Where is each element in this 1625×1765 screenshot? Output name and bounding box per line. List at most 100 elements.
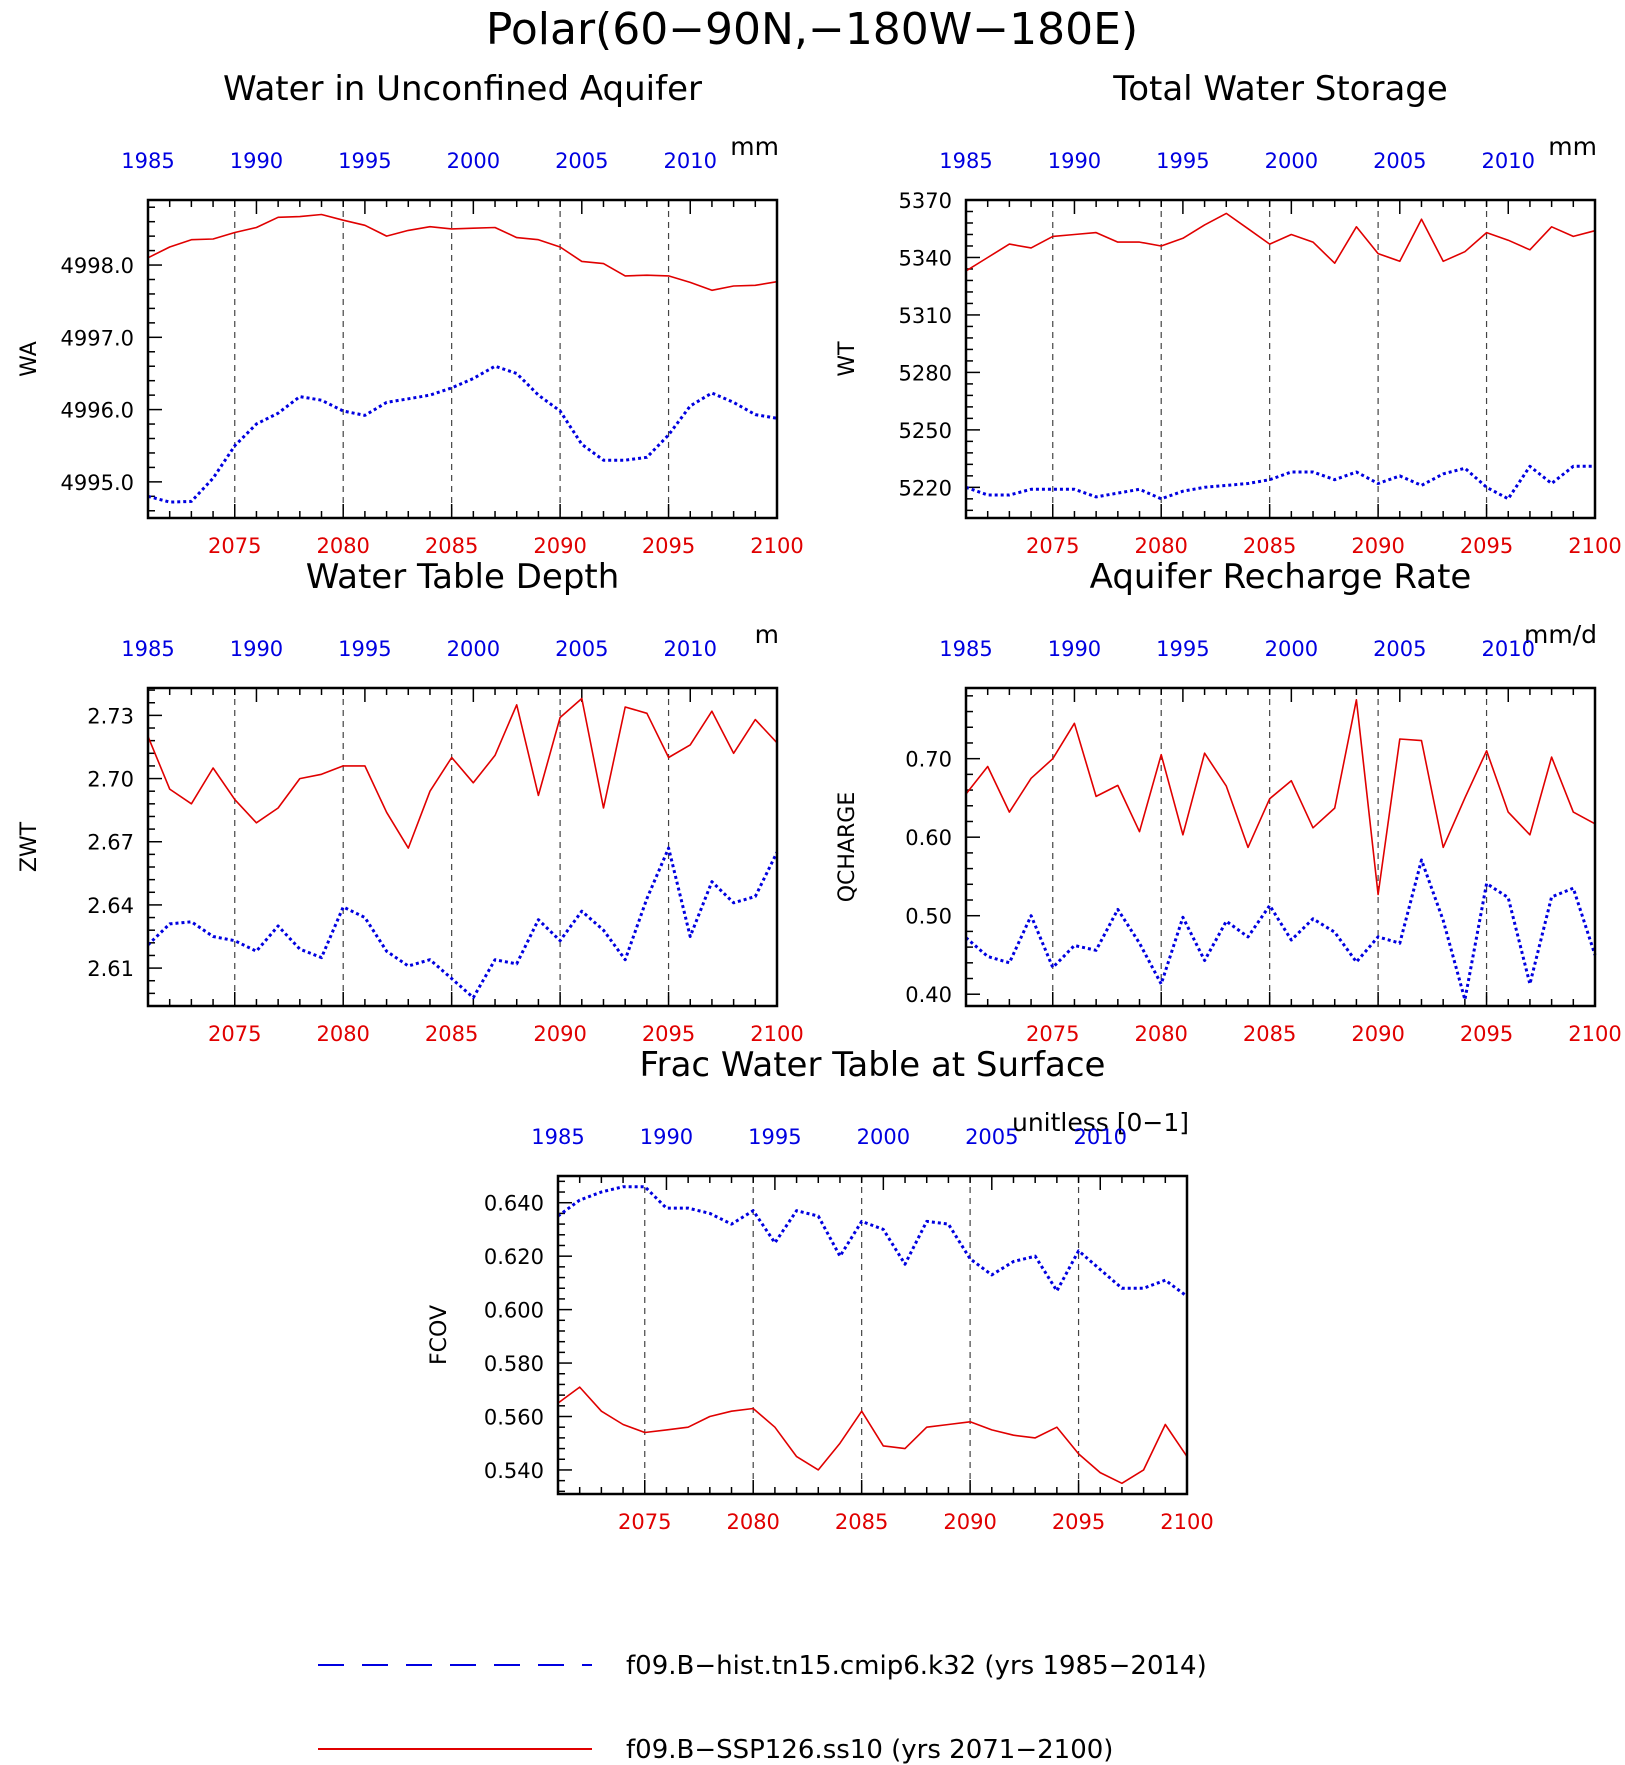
x-tick-label: 2090 — [943, 1510, 996, 1534]
x-top-tick-label: 2000 — [857, 1125, 910, 1149]
y-tick-label: 5280 — [899, 361, 952, 385]
panel-water-table-depth: Water Table Depth m 2075 2080 2085 2090 2095 21… — [17, 557, 804, 1046]
y-tick-label: 0.560 — [484, 1406, 544, 1430]
series-hist-line — [146, 846, 779, 1000]
panel-total-water-storage: Total Water Storage mm 2075 2080 2085 2090 209… — [835, 69, 1622, 558]
series-ssp-line — [965, 698, 1596, 896]
x-tick-label: 2075 — [208, 1022, 261, 1046]
series-hist-line — [147, 364, 778, 504]
x-top-tick-label: 1995 — [1156, 149, 1209, 173]
x-tick-label: 2075 — [618, 1510, 671, 1534]
x-tick-label: 2095 — [642, 534, 695, 558]
figure-title: Polar(60−90N,−180W−180E) — [486, 4, 1138, 55]
y-tick-label: 5340 — [899, 246, 952, 270]
series-ssp-line — [557, 1386, 1188, 1485]
plot-frame — [964, 686, 1597, 1008]
y-tick-label: 4995.0 — [61, 471, 134, 495]
x-top-tick-label: 1990 — [230, 637, 283, 661]
x-tick-label: 2095 — [1460, 1022, 1513, 1046]
x-top-tick-label: 1985 — [121, 637, 174, 661]
x-tick-label: 2085 — [425, 534, 478, 558]
x-tick-label: 2090 — [1351, 1022, 1404, 1046]
x-tick-label: 2075 — [1026, 1022, 1079, 1046]
x-tick-label: 2090 — [1351, 534, 1404, 558]
legend-label-ssp: f09.B−SSP126.ss10 (yrs 2071−2100) — [626, 1735, 1113, 1765]
x-top-tick-label: 1990 — [1048, 149, 1101, 173]
series-hist-line — [965, 464, 1595, 501]
x-top-tick-label: 2000 — [447, 637, 500, 661]
y-tick-label: 2.70 — [87, 768, 134, 792]
plot-frame — [964, 198, 1597, 520]
x-tick-label: 2075 — [208, 534, 261, 558]
x-tick-label: 2100 — [1568, 1022, 1621, 1046]
x-top-tick-label: 2000 — [1265, 637, 1318, 661]
unit-label: unitless [0−1] — [1012, 1108, 1189, 1137]
x-top-tick-label: 1995 — [338, 149, 391, 173]
x-tick-label: 2085 — [1243, 534, 1296, 558]
panel-title: Water in Unconfined Aquifer — [223, 69, 702, 109]
y-tick-label: 0.640 — [484, 1192, 544, 1216]
plot-frame — [146, 198, 779, 520]
y-tick-label: 5220 — [899, 476, 952, 500]
x-tick-label: 2100 — [1160, 1510, 1213, 1534]
x-top-tick-label: 2005 — [965, 1125, 1018, 1149]
y-axis-label: WA — [17, 341, 42, 377]
y-tick-label: 0.540 — [484, 1459, 544, 1483]
x-tick-label: 2080 — [726, 1510, 779, 1534]
series-ssp-line — [965, 212, 1596, 272]
plot-frame — [146, 686, 779, 1008]
y-axis-label: WT — [835, 341, 860, 377]
y-axis-label: ZWT — [17, 821, 42, 872]
x-tick-label: 2080 — [1134, 534, 1187, 558]
x-top-tick-label: 2005 — [1373, 149, 1426, 173]
x-top-tick-label: 2005 — [555, 637, 608, 661]
y-tick-label: 2.61 — [87, 957, 134, 981]
y-tick-label: 0.60 — [905, 826, 952, 850]
panel-water-in-unconfined-aquifer: Water in Unconfined Aquifer mm 2075 2080 208… — [17, 69, 804, 558]
y-tick-label: 0.620 — [484, 1245, 544, 1269]
series-hist-line — [557, 1185, 1188, 1298]
x-top-tick-label: 1995 — [748, 1125, 801, 1149]
panel-title: Water Table Depth — [306, 557, 620, 597]
x-tick-label: 2085 — [1243, 1022, 1296, 1046]
panel-title: Aquifer Recharge Rate — [1090, 557, 1472, 597]
x-top-tick-label: 1985 — [531, 1125, 584, 1149]
y-tick-label: 4996.0 — [61, 399, 134, 423]
y-tick-label: 4998.0 — [61, 254, 134, 278]
series-ssp-line — [147, 213, 778, 292]
x-top-tick-label: 2000 — [447, 149, 500, 173]
x-tick-label: 2090 — [533, 534, 586, 558]
unit-label: m — [755, 620, 779, 649]
series-ssp-line — [147, 697, 778, 849]
x-tick-label: 2075 — [1026, 534, 1079, 558]
x-tick-label: 2080 — [316, 534, 369, 558]
y-tick-label: 0.580 — [484, 1352, 544, 1376]
x-top-tick-label: 1985 — [121, 149, 174, 173]
unit-label: mm — [730, 132, 779, 161]
legend-label-hist: f09.B−hist.tn15.cmip6.k32 (yrs 1985−2014… — [626, 1651, 1207, 1681]
x-top-tick-label: 2010 — [664, 149, 717, 173]
plot-frame — [556, 1174, 1189, 1496]
unit-label: mm/d — [1524, 620, 1597, 649]
y-tick-label: 0.50 — [905, 905, 952, 929]
x-tick-label: 2100 — [750, 1022, 803, 1046]
x-tick-label: 2095 — [1460, 534, 1513, 558]
x-top-tick-label: 1995 — [1156, 637, 1209, 661]
y-tick-label: 0.40 — [905, 983, 952, 1007]
x-top-tick-label: 1990 — [640, 1125, 693, 1149]
x-tick-label: 2085 — [425, 1022, 478, 1046]
x-top-tick-label: 2010 — [1482, 149, 1535, 173]
x-tick-label: 2100 — [1568, 534, 1621, 558]
y-tick-label: 0.600 — [484, 1299, 544, 1323]
x-tick-label: 2080 — [316, 1022, 369, 1046]
series-hist-line — [965, 858, 1597, 1002]
x-top-tick-label: 2005 — [555, 149, 608, 173]
panel-aquifer-recharge-rate: Aquifer Recharge Rate mm/d 2075 2080 2085 209… — [835, 557, 1622, 1046]
legend: f09.B−hist.tn15.cmip6.k32 (yrs 1985−2014… — [318, 1651, 1207, 1765]
x-tick-label: 2095 — [642, 1022, 695, 1046]
x-top-tick-label: 1990 — [1048, 637, 1101, 661]
panel-title: Total Water Storage — [1112, 69, 1448, 109]
y-axis-label: QCHARGE — [835, 792, 860, 903]
y-tick-label: 4997.0 — [61, 326, 134, 350]
